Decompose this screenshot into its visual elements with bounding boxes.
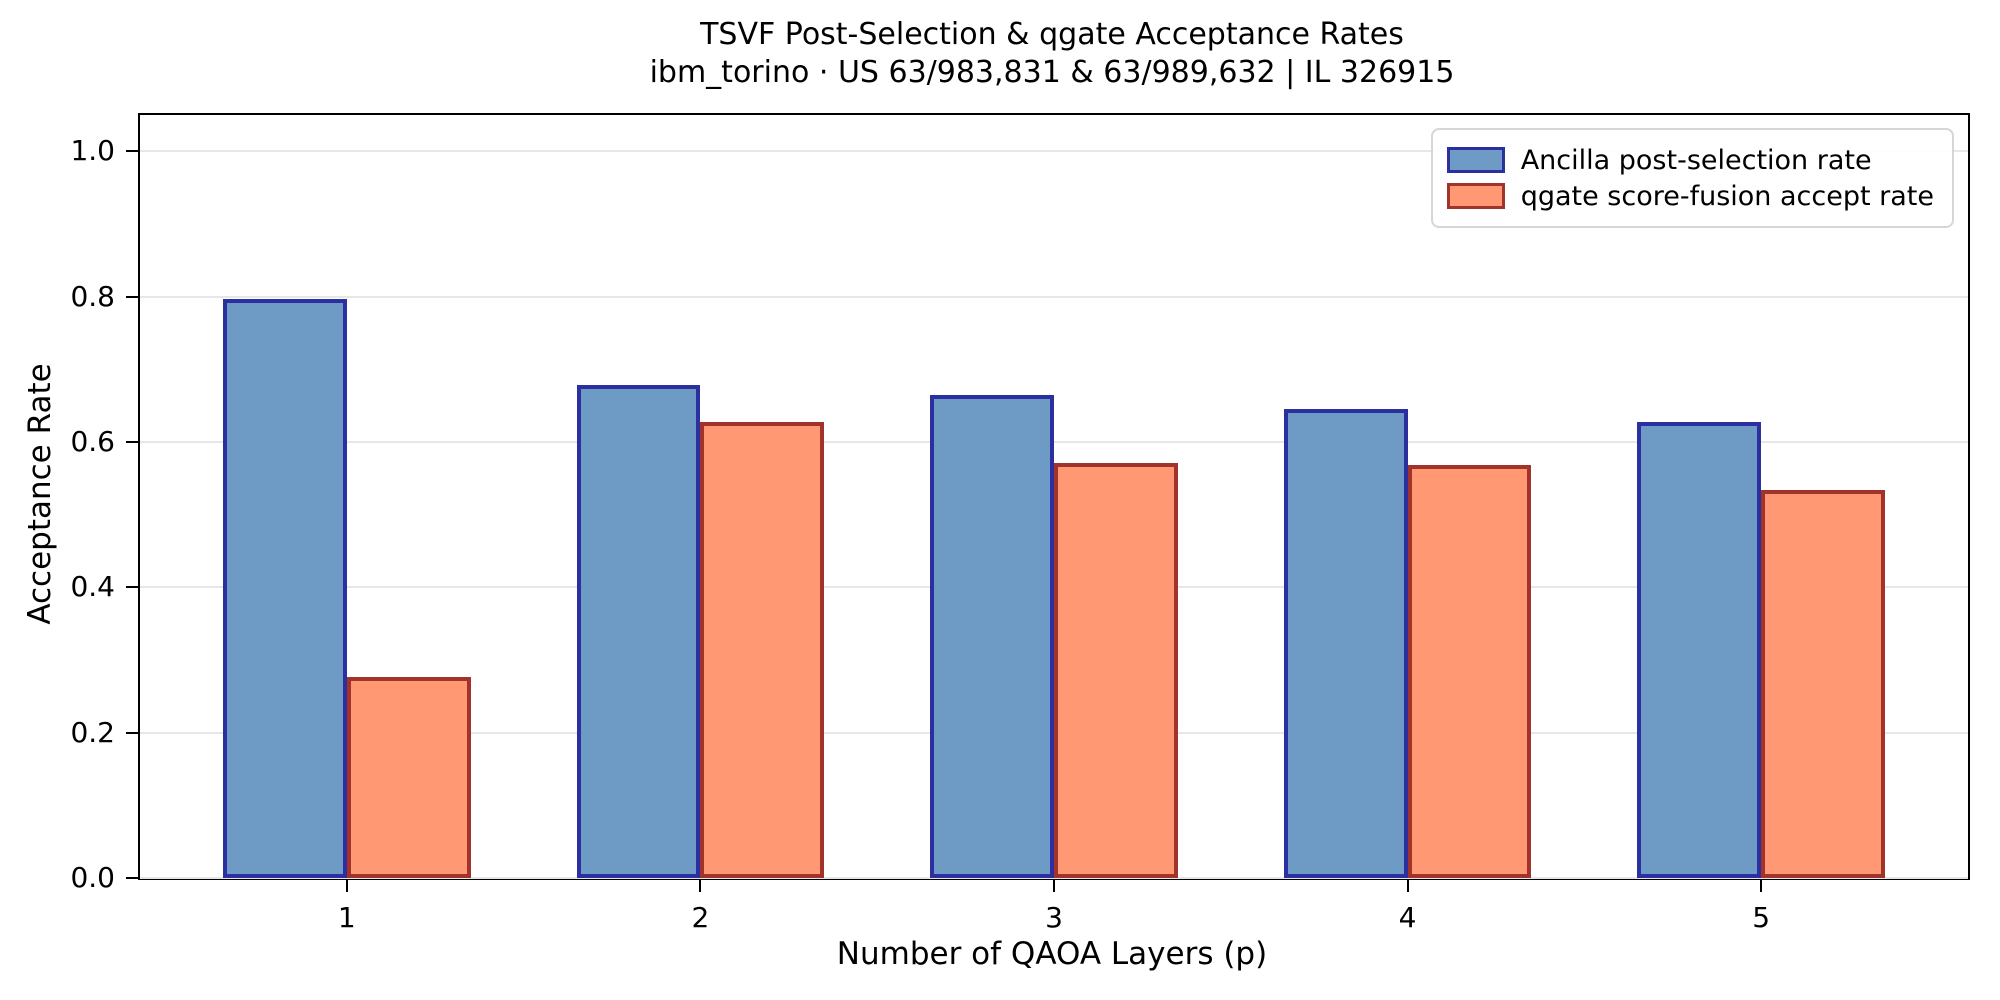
x-tick-mark-5: [1760, 880, 1763, 892]
bar-qgate-p3: [1054, 463, 1178, 878]
legend-label-qgate: qgate score-fusion accept rate: [1520, 180, 1934, 212]
x-tick-mark-2: [699, 880, 702, 892]
x-tick-label-3: 3: [1045, 901, 1063, 934]
x-tick-label-2: 2: [691, 901, 710, 934]
y-tick-label-0.0: 0.0: [70, 861, 115, 894]
y-tick-mark-0.4: [126, 586, 138, 589]
plot-area: Ancilla post-selection rate qgate score-f…: [70, 113, 1970, 934]
chart-title: TSVF Post-Selection & qgate Acceptance R…: [138, 16, 1966, 92]
y-tick-mark-0.8: [126, 295, 138, 298]
y-tick-label-1.0: 1.0: [70, 134, 115, 168]
y-tick-label-0.8: 0.8: [70, 279, 115, 313]
gridline-y-0.0: [140, 877, 1968, 879]
y-tick-mark-1.0: [126, 150, 138, 153]
y-tick-mark-0.0: [126, 877, 138, 879]
y-tick-label-0.6: 0.6: [70, 425, 115, 458]
x-tick-mark-4: [1406, 880, 1409, 892]
y-tick-mark-0.2: [126, 731, 138, 734]
x-tick-mark-3: [1053, 880, 1055, 892]
legend-swatch-qgate: [1446, 183, 1505, 209]
bar-qgate-p4: [1407, 464, 1532, 878]
legend-label-ancilla: Ancilla post-selection rate: [1520, 144, 1872, 176]
bar-ancilla-p3: [930, 394, 1054, 878]
bar-ancilla-p1: [223, 298, 347, 878]
bar-qgate-p2: [700, 421, 825, 878]
y-tick-mark-0.6: [126, 441, 138, 443]
x-tick-label-1: 1: [337, 901, 356, 934]
x-tick-label-4: 4: [1398, 901, 1417, 934]
bar-qgate-p1: [346, 677, 471, 878]
y-tick-label-0.4: 0.4: [70, 570, 115, 604]
gridline-y-0.8: [140, 295, 1968, 298]
y-tick-label-0.2: 0.2: [70, 715, 115, 749]
legend-swatch-ancilla: [1446, 147, 1505, 173]
x-axis-label: Number of QAOA Layers (p): [836, 936, 1268, 972]
chart-title-line-1: TSVF Post-Selection & qgate Acceptance R…: [700, 17, 1404, 52]
bar-ancilla-p4: [1283, 408, 1408, 878]
gridline-y-1.0: [140, 150, 1968, 153]
bar-ancilla-p2: [576, 384, 701, 878]
x-tick-label-5: 5: [1752, 901, 1771, 934]
chart-title-line-2: ibm_torino · US 63/983,831 & 63/989,632 …: [649, 55, 1455, 90]
bar-ancilla-p5: [1637, 422, 1762, 878]
bar-qgate-p5: [1761, 489, 1885, 878]
legend: Ancilla post-selection rate qgate score-f…: [1430, 128, 1954, 228]
legend-item-qgate: qgate score-fusion accept rate: [1446, 178, 1934, 214]
gridline-y-0.6: [140, 441, 1968, 443]
legend-item-ancilla: Ancilla post-selection rate: [1446, 142, 1934, 178]
x-tick-mark-1: [345, 880, 348, 892]
